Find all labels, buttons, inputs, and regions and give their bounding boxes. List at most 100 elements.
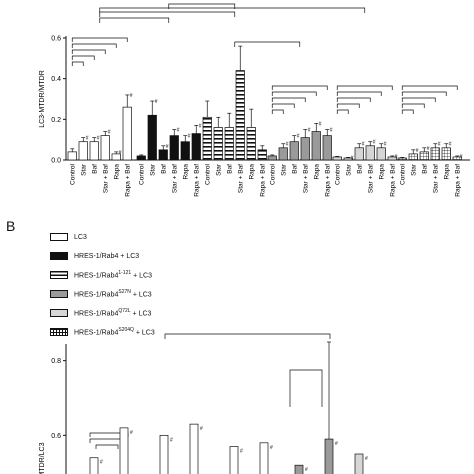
significance-mark: #: [416, 148, 419, 154]
bar: [354, 453, 364, 474]
bar: [430, 147, 440, 161]
significance-mark: #: [319, 121, 322, 127]
bar: [67, 151, 77, 161]
y-tick-label: 0.8: [51, 358, 61, 365]
bar: [89, 141, 99, 161]
bar: [169, 135, 179, 161]
significance-bracket: [336, 91, 382, 96]
bar: [376, 147, 386, 161]
legend-swatch-open: [50, 233, 68, 241]
x-tick-label: Star + Baf: [237, 164, 244, 193]
x-tick-label: Rapa: [113, 164, 120, 180]
group-bracket: [99, 7, 366, 13]
significance-mark: #: [438, 142, 441, 148]
x-tick-label: Control: [204, 163, 211, 185]
y-tick-label: 0.6: [51, 36, 61, 43]
significance-mark: #: [188, 134, 191, 140]
x-tick-label: Control: [69, 163, 76, 185]
legend-item: HRES-1/Rab4Q72L + LC3: [50, 306, 155, 320]
significance-mark: #: [240, 449, 243, 455]
legend-item: HRES-1/Rab41-121 + LC3: [50, 268, 155, 282]
x-tick-label: Star + Baf: [367, 164, 374, 193]
significance-mark: #: [308, 128, 311, 134]
bar: [229, 446, 239, 474]
significance-mark: #: [362, 142, 365, 148]
legend-item: HRES-1/Rab4S27N + LC3: [50, 287, 155, 301]
x-tick-label: Star: [80, 163, 87, 176]
significance-mark: #: [86, 136, 89, 142]
significance-mark: #: [97, 136, 100, 142]
y-axis-label: MTDR/LC3: [39, 442, 46, 474]
significance-bracket: [89, 438, 123, 443]
significance-mark: #: [335, 441, 338, 447]
significance-mark: #: [297, 134, 300, 140]
group-bracket: [164, 333, 331, 339]
y-tick-label: 0.6: [51, 433, 61, 440]
legend-label: HRES-1/Rab4S204Q + LC3: [74, 327, 155, 337]
x-tick-label: Star: [280, 163, 287, 176]
group-bracket: [99, 11, 236, 17]
x-tick-label: Rapa + Baf: [259, 164, 266, 197]
x-tick-label: Rapa: [248, 164, 255, 180]
panel-label-b: B: [6, 218, 16, 234]
legend-swatch-grid: [50, 328, 68, 336]
bar: [119, 427, 129, 474]
significance-bracket: [401, 97, 436, 102]
bar: [332, 156, 342, 161]
y-tick-label: 0.0: [51, 158, 61, 165]
x-tick-label: Star: [345, 163, 352, 176]
y-axis-label: LC3-MTDR/MTDR: [39, 70, 46, 128]
legend-label: LC3: [74, 233, 87, 241]
significance-bracket: [336, 97, 371, 102]
legend-label: HRES-1/Rab4Q72L + LC3: [74, 308, 152, 318]
x-tick-label: Star + Baf: [171, 164, 178, 193]
significance-bracket: [336, 85, 393, 90]
x-tick-label: Baf: [356, 164, 363, 174]
significance-mark: #: [305, 467, 308, 473]
bar: [158, 149, 168, 161]
bar: [224, 127, 234, 161]
x-tick-label: Rapa + Baf: [454, 164, 461, 197]
significance-mark: #: [351, 155, 354, 161]
bar: [267, 155, 277, 161]
bar: [159, 434, 169, 474]
legend-item: LC3: [50, 230, 155, 244]
significance-bracket: [95, 444, 119, 449]
legend-label: HRES-1/Rab41-121 + LC3: [74, 270, 152, 280]
significance-mark: #: [330, 128, 333, 134]
significance-bracket: [71, 61, 84, 66]
significance-mark: #: [460, 154, 463, 160]
bar: [397, 157, 407, 161]
x-tick-label: Star + Baf: [102, 164, 109, 193]
significance-mark: #: [427, 146, 430, 152]
x-tick-label: Star: [215, 163, 222, 176]
significance-mark: #: [286, 142, 289, 148]
bar: [311, 131, 321, 161]
x-tick-label: Star + Baf: [302, 164, 309, 193]
x-tick-label: Control: [138, 163, 145, 185]
bar: [300, 137, 310, 161]
significance-mark: #: [130, 430, 133, 436]
significance-bracket: [71, 49, 106, 54]
significance-mark: #: [166, 144, 169, 150]
y-tick-label: 0.4: [51, 76, 61, 83]
x-tick-label: Rapa: [182, 164, 189, 180]
bar: [278, 147, 288, 161]
significance-bracket: [271, 103, 295, 108]
legend: LC3 HRES-1/Rab4 + LC3 HRES-1/Rab41-121 +…: [50, 230, 155, 344]
x-tick-label: Rapa: [443, 164, 450, 180]
significance-mark: #: [177, 128, 180, 134]
legend-label: HRES-1/Rab4 + LC3: [74, 252, 140, 260]
significance-mark: #: [200, 426, 203, 432]
bar: [324, 438, 334, 474]
bar: [89, 457, 99, 474]
x-tick-label: Rapa + Baf: [193, 164, 200, 197]
x-tick-label: Rapa + Baf: [124, 164, 131, 197]
significance-mark: #: [373, 140, 376, 146]
bar: [189, 423, 199, 474]
significance-mark: #: [384, 142, 387, 148]
bar: [294, 464, 304, 474]
significance-bracket: [71, 43, 117, 48]
legend-swatch-black: [50, 252, 68, 260]
group-bracket: [168, 3, 236, 9]
